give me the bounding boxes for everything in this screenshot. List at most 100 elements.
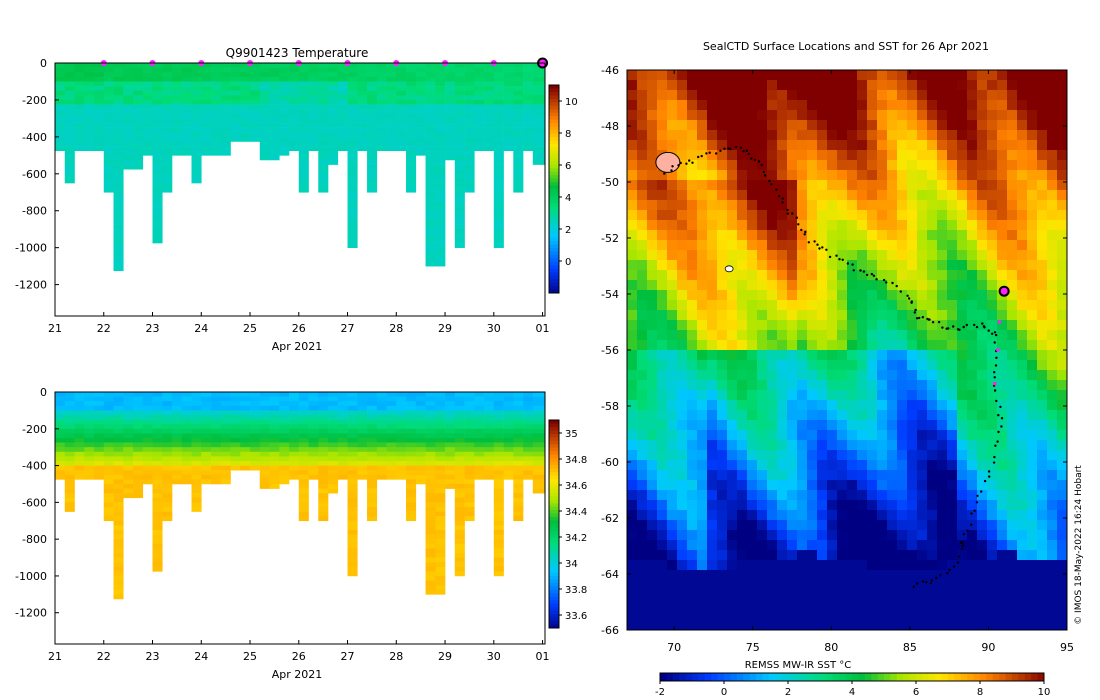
- sst-cell: [1057, 170, 1067, 181]
- salinity-axes-frame: [54, 391, 546, 645]
- heatmap-cell: [493, 76, 504, 82]
- heatmap-cell: [103, 159, 114, 165]
- sst-cell: [767, 100, 778, 111]
- sst-cell: [827, 190, 838, 201]
- sst-cell: [957, 210, 968, 221]
- heatmap-cell: [162, 396, 173, 402]
- heatmap-cell: [386, 132, 397, 138]
- sst-cell: [687, 190, 698, 201]
- sst-cell: [627, 520, 638, 531]
- colorbar-tick-label: 10: [565, 97, 578, 108]
- sst-cell: [747, 490, 758, 501]
- sst-cell: [987, 200, 998, 211]
- heatmap-cell: [454, 150, 465, 156]
- sst-cell: [887, 430, 898, 441]
- heatmap-cell: [123, 104, 134, 110]
- sst-cell: [767, 470, 778, 481]
- heatmap-cell: [240, 414, 251, 420]
- sst-cell: [907, 410, 918, 421]
- heatmap-cell: [425, 76, 436, 82]
- heatmap-cell: [367, 516, 378, 522]
- sst-cell: [737, 280, 748, 291]
- sst-cell: [767, 520, 778, 531]
- sst-cell: [827, 510, 838, 521]
- heatmap-cell: [308, 437, 319, 443]
- heatmap-cell: [347, 529, 358, 535]
- heatmap-cell: [64, 86, 75, 91]
- colorbar-segment: [549, 499, 559, 504]
- sst-cell: [797, 430, 808, 441]
- sst-cell: [717, 190, 728, 201]
- heatmap-cell: [123, 442, 134, 448]
- heatmap-cell: [211, 392, 222, 397]
- heatmap-cell: [211, 451, 222, 457]
- sst-cell: [677, 140, 688, 151]
- heatmap-cell: [64, 76, 75, 82]
- sst-cell: [857, 250, 868, 261]
- sst-cell: [677, 480, 688, 491]
- colorbar-segment: [549, 589, 559, 594]
- heatmap-cell: [523, 90, 534, 96]
- heatmap-cell: [259, 405, 270, 411]
- sst-cell: [787, 520, 798, 531]
- heatmap-cell: [337, 118, 348, 124]
- x-tick-label: 21: [48, 322, 62, 335]
- sst-cell: [947, 550, 958, 561]
- colorbar-segment: [549, 154, 559, 159]
- heatmap-cell: [415, 433, 426, 439]
- sst-cell: [937, 110, 948, 121]
- heatmap-cell: [513, 169, 524, 175]
- heatmap-cell: [367, 72, 378, 78]
- heatmap-cell: [250, 451, 261, 457]
- sst-cell: [1027, 80, 1038, 91]
- sst-cell: [887, 420, 898, 431]
- sst-cell: [637, 230, 648, 241]
- heatmap-cell: [123, 433, 134, 439]
- heatmap-cell: [279, 95, 290, 101]
- sst-cell: [907, 400, 918, 411]
- heatmap-cell: [454, 136, 465, 142]
- sst-cell: [767, 560, 778, 571]
- sst-cell: [647, 320, 658, 331]
- heatmap-cell: [513, 173, 524, 179]
- heatmap-cell: [484, 405, 495, 411]
- sst-cell: [1027, 510, 1038, 521]
- sst-cell: [997, 420, 1008, 431]
- sst-cell: [767, 360, 778, 371]
- sst-cell: [867, 580, 878, 591]
- heatmap-cell: [269, 146, 280, 152]
- sst-cell: [697, 130, 708, 141]
- heatmap-cell: [162, 118, 173, 124]
- sst-cell: [857, 580, 868, 591]
- heatmap-cell: [162, 123, 173, 128]
- heatmap-cell: [64, 392, 75, 397]
- heatmap-cell: [172, 67, 183, 73]
- sst-cell: [897, 120, 908, 131]
- sst-cell: [1027, 240, 1038, 251]
- heatmap-cell: [142, 127, 153, 133]
- heatmap-cell: [454, 433, 465, 439]
- sst-cell: [947, 410, 958, 421]
- heatmap-cell: [347, 534, 358, 540]
- heatmap-cell: [484, 127, 495, 133]
- heatmap-cell: [513, 493, 524, 499]
- heatmap-cell: [64, 460, 75, 466]
- heatmap-cell: [454, 447, 465, 453]
- heatmap-cell: [123, 150, 134, 156]
- heatmap-cell: [240, 401, 251, 407]
- sst-cell: [1047, 340, 1058, 351]
- sst-cell: [757, 330, 768, 341]
- colorbar-segment: [549, 527, 559, 532]
- sst-cell: [827, 210, 838, 221]
- heatmap-cell: [172, 456, 183, 462]
- heatmap-cell: [152, 419, 163, 425]
- heatmap-cell: [123, 141, 134, 147]
- heatmap-cell: [445, 442, 456, 448]
- sst-cell: [917, 500, 928, 511]
- sst-cell: [697, 200, 708, 211]
- sst-cell: [897, 380, 908, 391]
- heatmap-cell: [435, 164, 446, 170]
- sst-cell: [847, 280, 858, 291]
- heatmap-cell: [493, 118, 504, 124]
- heatmap-cell: [152, 187, 163, 193]
